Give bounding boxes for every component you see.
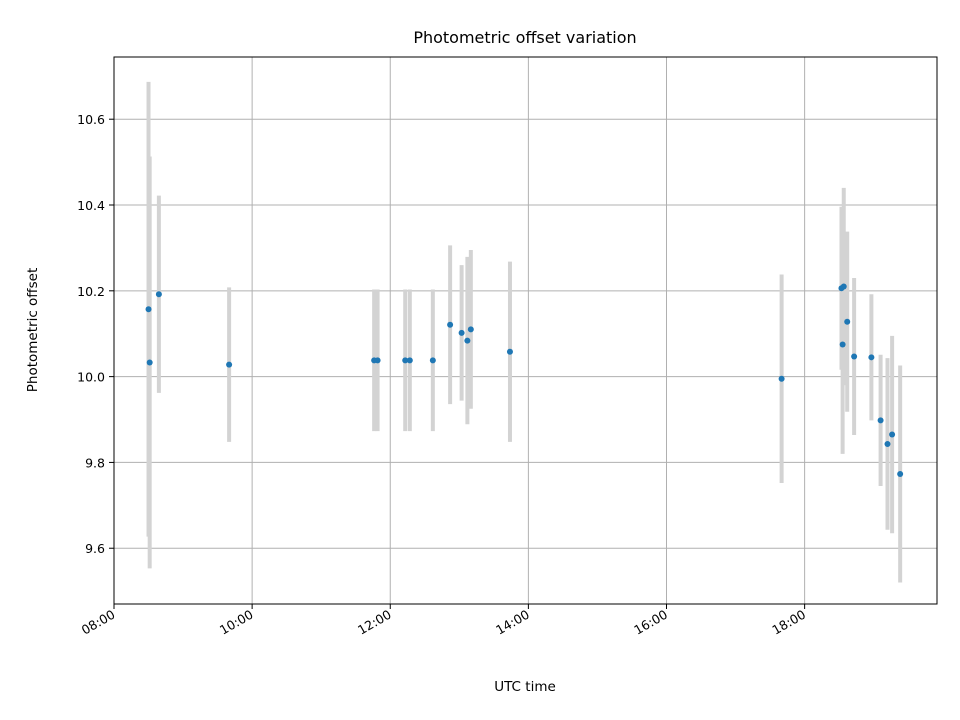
data-point [464,337,471,344]
data-point [447,321,454,328]
data-point [402,357,409,364]
data-points [145,283,904,478]
data-point [458,329,465,336]
data-point [851,353,858,360]
data-point [406,357,413,364]
y-tick-label: 10.2 [77,284,105,299]
plot-area-frame [113,56,938,605]
data-point [155,291,162,298]
data-point [868,354,875,361]
x-axis-label: UTC time [494,679,556,695]
y-tick-label: 9.8 [85,455,105,470]
data-point [467,326,474,333]
data-point [884,440,891,447]
data-point [145,306,152,313]
data-point [226,361,233,368]
data-point [877,417,884,424]
data-point [897,471,904,478]
data-point [840,283,847,290]
data-point [839,341,846,348]
chart-title: Photometric offset variation [413,28,636,47]
data-point [374,357,381,364]
grid [113,57,937,604]
y-tick-label: 10.0 [77,370,105,385]
data-point [429,357,436,364]
y-axis-label: Photometric offset [25,268,41,392]
y-tick-label: 9.6 [85,541,105,556]
data-point [889,431,896,438]
data-point [506,348,513,355]
data-point [778,375,785,382]
data-point [146,359,153,366]
y-tick-label: 10.4 [77,198,105,213]
data-point [844,318,851,325]
y-tick-label: 10.6 [77,112,105,127]
